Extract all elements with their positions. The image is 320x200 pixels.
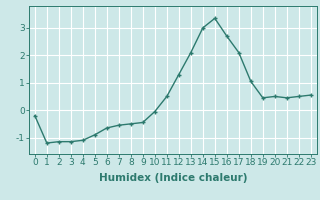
X-axis label: Humidex (Indice chaleur): Humidex (Indice chaleur): [99, 173, 247, 183]
